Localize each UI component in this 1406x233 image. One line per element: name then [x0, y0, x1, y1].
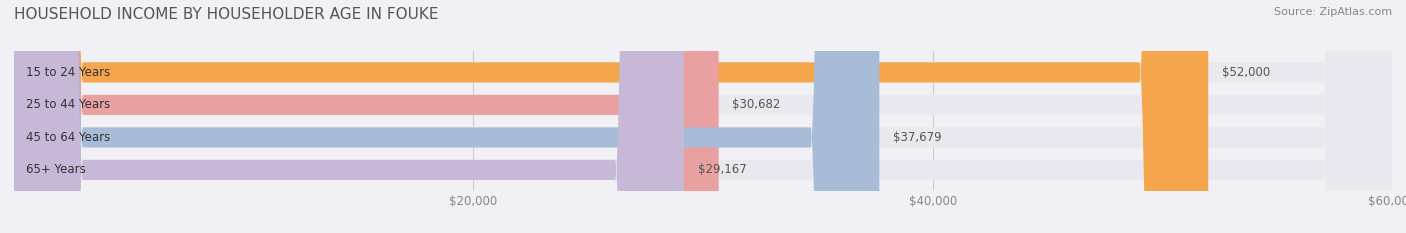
Text: $52,000: $52,000	[1222, 66, 1270, 79]
Text: HOUSEHOLD INCOME BY HOUSEHOLDER AGE IN FOUKE: HOUSEHOLD INCOME BY HOUSEHOLDER AGE IN F…	[14, 7, 439, 22]
Text: $30,682: $30,682	[733, 98, 780, 111]
FancyBboxPatch shape	[14, 0, 879, 233]
FancyBboxPatch shape	[14, 0, 1392, 233]
FancyBboxPatch shape	[14, 0, 1392, 233]
FancyBboxPatch shape	[14, 0, 1392, 233]
Text: 45 to 64 Years: 45 to 64 Years	[25, 131, 110, 144]
Text: 15 to 24 Years: 15 to 24 Years	[25, 66, 110, 79]
FancyBboxPatch shape	[14, 0, 1208, 233]
Text: 65+ Years: 65+ Years	[25, 163, 86, 176]
Text: $29,167: $29,167	[697, 163, 747, 176]
Text: Source: ZipAtlas.com: Source: ZipAtlas.com	[1274, 7, 1392, 17]
FancyBboxPatch shape	[14, 0, 683, 233]
FancyBboxPatch shape	[14, 0, 1392, 233]
Text: 25 to 44 Years: 25 to 44 Years	[25, 98, 110, 111]
Text: $37,679: $37,679	[893, 131, 942, 144]
FancyBboxPatch shape	[14, 0, 718, 233]
